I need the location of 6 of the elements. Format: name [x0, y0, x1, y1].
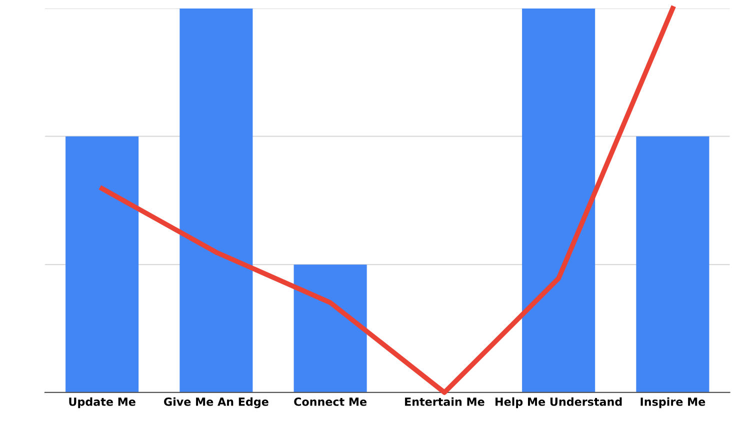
- x-tick-label: Entertain Me: [405, 397, 484, 406]
- x-tick-label: Connect Me: [294, 398, 367, 406]
- x-tick-label: Give Me An Edge: [164, 397, 268, 408]
- x-tick-label: Inspire Me: [640, 397, 706, 408]
- x-tick-label: Help Me Understand: [496, 397, 622, 408]
- x-tick-label: Update Me: [69, 397, 136, 408]
